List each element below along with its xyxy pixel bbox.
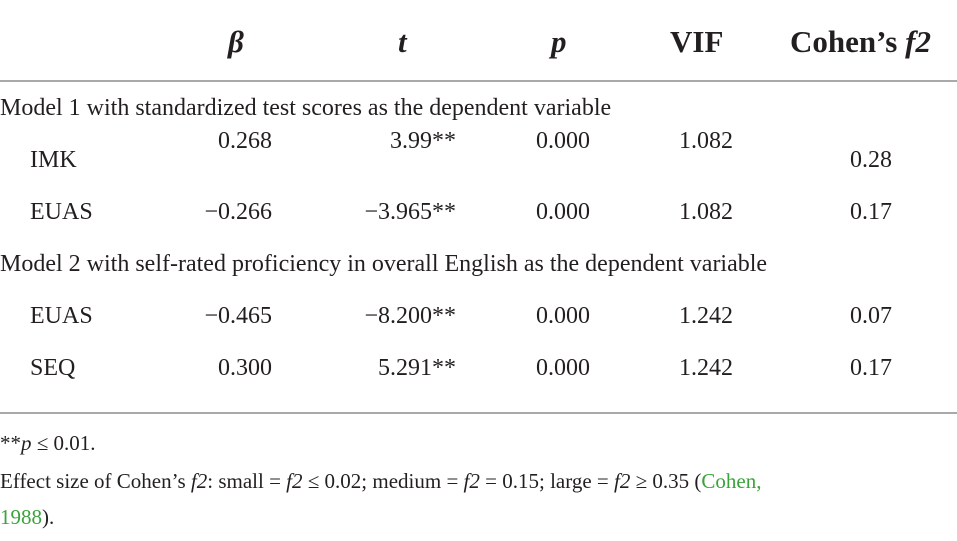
effect-f2: f2 [190, 469, 208, 493]
cell-f2: 0.17 [850, 355, 892, 381]
cell-t: −3.965** [364, 199, 456, 225]
cell-f2: 0.07 [850, 303, 892, 329]
header-vif: VIF [670, 24, 724, 59]
effect-end: ). [42, 505, 55, 529]
significance-footnote: **p ≤ 0.01. [0, 428, 96, 458]
cell-vif: 1.082 [679, 199, 733, 225]
cell-t: 3.99** [390, 128, 456, 154]
citation-year-link[interactable]: 1988 [0, 505, 42, 529]
header-cohens-f2: Cohen’s f2 [790, 18, 931, 66]
table-bottom-rule [0, 412, 957, 414]
effect-size-footnote: Effect size of Cohen’s f2: small = f2 ≤ … [0, 466, 761, 496]
cell-p: 0.000 [536, 199, 590, 225]
cell-f2: 0.17 [850, 199, 892, 225]
cell-t: −8.200** [364, 303, 456, 329]
effect-f2: f2 [286, 469, 303, 493]
cell-p: 0.000 [536, 303, 590, 329]
header-cohens-label: Cohen’s [790, 24, 906, 59]
row-label: IMK [30, 147, 77, 173]
cell-t: 5.291** [378, 355, 456, 381]
model2-title: Model 2 with self-rated proficiency in o… [0, 251, 768, 277]
header-beta: β [228, 24, 244, 59]
row-label: EUAS [30, 199, 93, 225]
cell-p: 0.000 [536, 355, 590, 381]
sig-p: p [21, 431, 32, 455]
header-rule [0, 80, 957, 82]
effect-text: ≤ 0.02; medium = [302, 469, 464, 493]
cell-beta: −0.266 [204, 199, 272, 225]
cell-beta: −0.465 [204, 303, 272, 329]
row-label: SEQ [30, 355, 76, 381]
cell-f2: 0.28 [850, 147, 892, 173]
effect-text: : small = [207, 469, 287, 493]
sig-rest: ≤ 0.01. [31, 431, 96, 455]
effect-text: Effect size of Cohen’s [0, 469, 191, 493]
cell-vif: 1.082 [679, 128, 733, 154]
cell-beta: 0.268 [218, 128, 272, 154]
effect-text: = 0.15; large = [479, 469, 615, 493]
cell-beta: 0.300 [218, 355, 272, 381]
header-t: t [398, 24, 407, 59]
effect-f2: f2 [463, 469, 480, 493]
cell-vif: 1.242 [679, 303, 733, 329]
row-label: EUAS [30, 303, 93, 329]
effect-f2: f2 [614, 469, 631, 493]
cell-vif: 1.242 [679, 355, 733, 381]
header-f2: f2 [905, 24, 931, 59]
sig-stars: ** [0, 431, 21, 455]
effect-size-footnote-cont: 1988). [0, 502, 54, 532]
effect-text: ≥ 0.35 ( [630, 469, 702, 493]
header-p: p [551, 24, 567, 59]
citation-link[interactable]: Cohen, [701, 469, 762, 493]
cell-p: 0.000 [536, 128, 590, 154]
model1-title: Model 1 with standardized test scores as… [0, 95, 612, 121]
